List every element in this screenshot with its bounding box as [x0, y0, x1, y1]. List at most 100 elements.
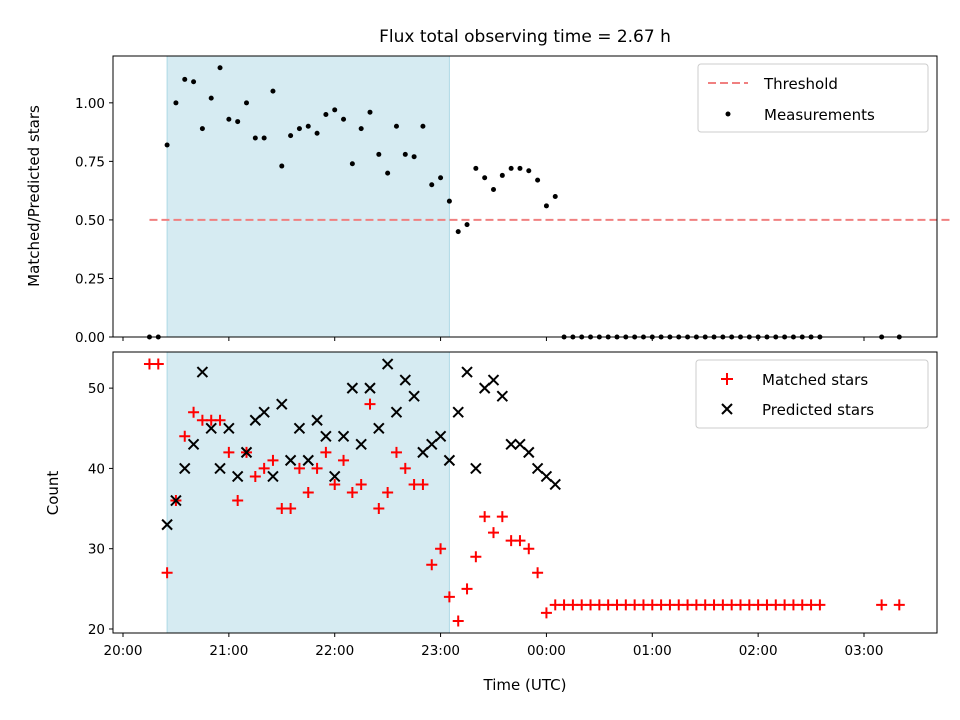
matched-star-point: [814, 599, 826, 611]
bottom-panel-marks: [143, 358, 905, 627]
measurement-point: [526, 168, 532, 174]
matched-star-point: [338, 454, 350, 466]
measurement-point: [182, 76, 188, 82]
matched-star-point: [258, 462, 270, 474]
measurement-point: [543, 203, 549, 209]
matched-star-point: [346, 487, 358, 498]
predicted-star-point: [426, 438, 438, 451]
top-legend-box: [697, 63, 929, 133]
measurement-point: [393, 123, 399, 129]
measurement-point: [208, 95, 214, 101]
predicted-star-point: [408, 390, 420, 402]
x-tick-label: 01:00: [633, 643, 672, 659]
matched-star-point: [417, 478, 429, 490]
x-tick-label: 23:00: [421, 643, 460, 659]
predicted-star-point: [267, 470, 279, 483]
predicted-star-point: [399, 374, 411, 386]
measurement-point: [358, 126, 364, 132]
matched-star-point: [214, 414, 226, 426]
x-tick-label: 03:00: [845, 643, 884, 659]
matched-star-point: [488, 527, 499, 539]
matched-star-point: [188, 406, 200, 418]
bottom-y-tick-label: 30: [88, 542, 105, 558]
measurement-point: [252, 135, 258, 141]
x-axis-label: Time (UTC): [483, 676, 567, 694]
predicted-star-point: [496, 390, 509, 402]
top-y-tick-label: 0.75: [75, 154, 105, 170]
measurement-point: [235, 119, 241, 125]
predicted-star-point: [214, 462, 226, 475]
matched-star-point: [293, 462, 305, 474]
matched-star-point: [232, 495, 244, 507]
measurement-point: [420, 123, 426, 129]
top-y-axis-label: Matched/Predicted stars: [25, 105, 43, 287]
matched-star-point: [443, 591, 455, 603]
predicted-star-point: [258, 406, 270, 418]
predicted-star-point: [231, 470, 244, 483]
predicted-star-point: [302, 454, 314, 467]
top-y-tick-label: 0.25: [75, 271, 105, 287]
axis-ticks: 20:00 21:00 22:00 23:00 00:00 01:00 02:00 03:00…: [75, 96, 884, 659]
measurement-point: [349, 161, 355, 167]
predicted-star-point: [329, 470, 341, 483]
predicted-star-point: [320, 430, 332, 443]
predicted-star-point: [170, 494, 182, 507]
bottom-y-tick-label: 20: [88, 622, 105, 638]
measurement-point: [279, 163, 285, 169]
predicted-star-point: [196, 366, 209, 378]
measurement-point: [217, 65, 223, 71]
measurement-point: [164, 142, 170, 148]
legend-matched-swatch: [721, 373, 733, 385]
matched-star-point: [285, 503, 297, 515]
predicted-star-point: [179, 462, 191, 475]
measurement-point: [473, 165, 479, 171]
measurement-point: [367, 109, 373, 115]
bottom-y-tick-label: 40: [88, 461, 105, 477]
measurement-point: [226, 116, 232, 122]
predicted-star-point: [249, 414, 262, 426]
predicted-star-point: [417, 446, 429, 459]
predicted-star-point: [240, 446, 253, 459]
predicted-star-point: [276, 398, 288, 410]
measurement-point: [376, 151, 382, 157]
matched-star-point: [399, 462, 411, 474]
measurement-point: [199, 126, 205, 132]
matched-star-point: [540, 607, 552, 619]
predicted-star-point: [205, 422, 217, 434]
predicted-star-point: [284, 454, 297, 467]
measurement-point: [323, 112, 329, 118]
legend-measurements-swatch: [725, 111, 731, 117]
measurement-point: [552, 194, 558, 199]
matched-star-point: [161, 567, 173, 579]
predicted-star-point: [514, 438, 526, 451]
predicted-star-point: [531, 462, 544, 475]
predicted-star-point: [373, 422, 385, 434]
matched-star-point: [390, 446, 402, 458]
measurement-point: [341, 116, 347, 122]
x-tick-label: 00:00: [527, 643, 566, 659]
measurement-point: [296, 126, 302, 132]
matched-star-point: [223, 446, 235, 458]
legend-threshold-label: Threshold: [763, 75, 838, 93]
chart-title: Flux total observing time = 2.67 h: [379, 27, 671, 47]
predicted-star-point: [187, 438, 200, 451]
measurement-point: [244, 100, 249, 106]
top-legend: Threshold Measurements: [697, 63, 929, 133]
matched-star-point: [496, 511, 508, 523]
matched-star-point: [364, 398, 376, 410]
legend-measurements-label: Measurements: [764, 106, 875, 124]
top-axes-frame: [112, 55, 938, 338]
legend-predicted-label: Predicted stars: [762, 401, 874, 419]
legend-predicted-swatch: [721, 403, 733, 415]
measurement-point: [517, 165, 523, 171]
measurement-point: [385, 170, 391, 176]
predicted-star-point: [346, 382, 359, 394]
measurement-point: [455, 229, 461, 235]
top-y-tick-label: 1.00: [75, 96, 105, 112]
measurement-point: [314, 130, 320, 136]
predicted-star-point: [470, 462, 482, 475]
measurement-point: [261, 135, 267, 141]
predicted-star-point: [452, 406, 464, 418]
predicted-star-point: [540, 470, 553, 483]
